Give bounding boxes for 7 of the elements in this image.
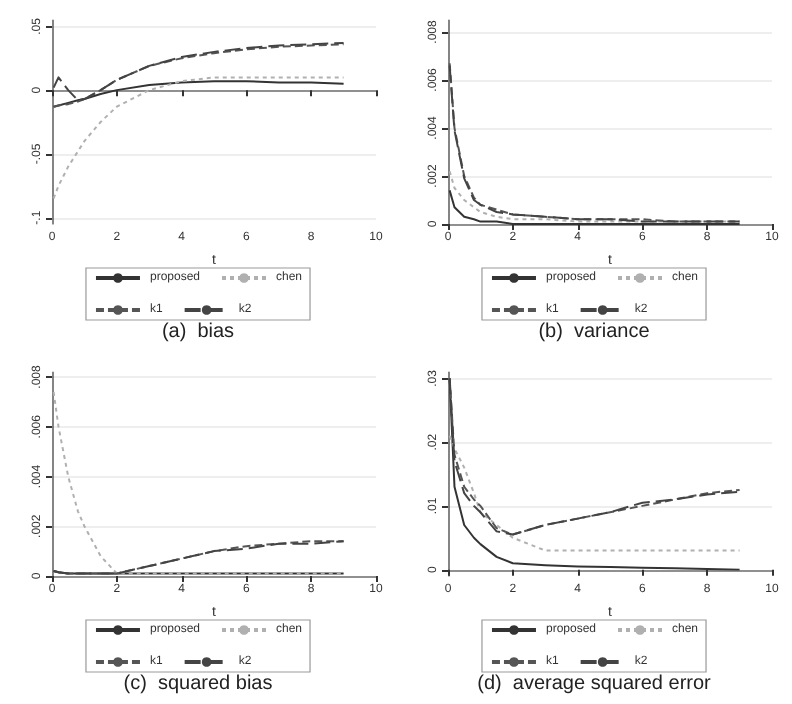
line-series — [448, 434, 741, 552]
line-series — [52, 76, 345, 200]
text: (d) average squared error — [477, 673, 713, 695]
line-series — [448, 377, 741, 536]
text: (a) bias — [161, 321, 235, 343]
text: (b) variance — [538, 321, 651, 343]
text: (c) squared bias — [123, 673, 273, 695]
